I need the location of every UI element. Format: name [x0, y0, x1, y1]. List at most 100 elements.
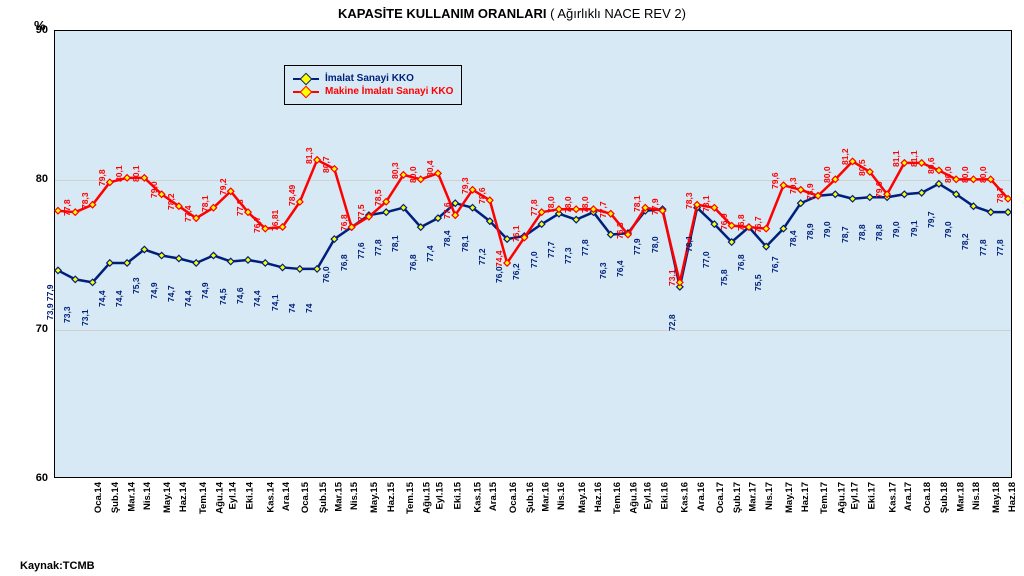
- series-marker: [418, 176, 424, 182]
- data-label: 78,1: [701, 195, 711, 212]
- series-marker: [988, 209, 994, 215]
- xtick-label: May.17: [784, 482, 795, 513]
- xtick-label: Ara.15: [488, 482, 499, 511]
- data-label: 78,2: [960, 234, 970, 251]
- data-label: 75,8: [719, 270, 729, 287]
- xtick-label: Şub.18: [940, 482, 951, 513]
- data-label: 79,0: [943, 222, 953, 239]
- xtick-label: Kas.16: [680, 482, 691, 513]
- xtick-label: Nis.16: [556, 482, 567, 510]
- xtick-label: Haz.14: [178, 482, 189, 512]
- series-marker: [832, 191, 838, 197]
- data-label: 78,0: [546, 197, 556, 214]
- legend-row: İmalat Sanayi KKO: [293, 72, 453, 85]
- data-label: 74,1: [270, 295, 280, 312]
- data-label: 77,8: [529, 200, 539, 217]
- data-label: 77,8: [580, 240, 590, 257]
- xtick-label: May.14: [162, 482, 173, 513]
- xtick-label: Şub.16: [525, 482, 536, 513]
- data-label: 80,7: [321, 156, 331, 173]
- xtick-label: Eyl.16: [642, 482, 653, 509]
- xtick-label: Oca.18: [922, 482, 933, 513]
- xtick-label: Eki.15: [452, 482, 463, 509]
- data-label: 76,8: [736, 215, 746, 232]
- data-label: 77,0: [529, 252, 539, 269]
- legend-row: Makine İmalatı Sanayi KKO: [293, 85, 453, 98]
- xtick-label: Eki.16: [659, 482, 670, 509]
- data-label: 79,6: [770, 173, 780, 190]
- xtick-label: Ağu.16: [629, 482, 640, 514]
- data-label: 76,7: [770, 256, 780, 273]
- data-label: 76,7: [753, 216, 763, 233]
- legend-label: İmalat Sanayi KKO: [325, 72, 414, 85]
- data-label: 78,9: [805, 223, 815, 240]
- xtick-label: Haz.16: [593, 482, 604, 512]
- data-label: 77,4: [183, 206, 193, 223]
- data-label: 77,3: [563, 247, 573, 264]
- series-marker: [573, 206, 579, 212]
- data-label: 74,7: [166, 286, 176, 303]
- data-label: 80,0: [960, 167, 970, 184]
- legend-marker: [293, 87, 319, 97]
- xtick-label: Eyl.14: [228, 482, 239, 509]
- data-label: 74,4: [252, 290, 262, 307]
- series-marker: [867, 194, 873, 200]
- xtick-label: Ağu.17: [836, 482, 847, 514]
- data-label: 78,6: [477, 188, 487, 205]
- data-label: 78,0: [580, 197, 590, 214]
- xtick-label: Kas.17: [887, 482, 898, 513]
- data-label: 78,8: [857, 225, 867, 242]
- xtick-label: Tem.17: [820, 482, 831, 514]
- xtick-label: Tem.14: [198, 482, 209, 514]
- xtick-label: Ara.17: [903, 482, 914, 511]
- xtick-label: Mar.18: [955, 482, 966, 512]
- series-marker: [158, 252, 164, 258]
- data-label: 78,3: [684, 192, 694, 209]
- data-label: 78,1: [460, 235, 470, 252]
- data-label: 79,3: [460, 177, 470, 194]
- xtick-label: Tem.16: [612, 482, 623, 514]
- data-label: 76,8: [339, 255, 349, 272]
- xtick-label: Mar.17: [748, 482, 759, 512]
- series-marker: [1005, 209, 1011, 215]
- data-label: 76,81: [270, 210, 280, 231]
- data-label: 77,5: [356, 204, 366, 221]
- data-label: 77,0: [701, 252, 711, 269]
- data-label: 73,9 77,9: [45, 285, 55, 320]
- series-marker: [228, 258, 234, 264]
- data-label: 80,0: [978, 167, 988, 184]
- data-label: 76,7: [252, 216, 262, 233]
- data-label: 79,0: [891, 222, 901, 239]
- data-label: 78,1: [684, 235, 694, 252]
- xtick-label: Haz.17: [800, 482, 811, 512]
- xtick-label: May.15: [369, 482, 380, 513]
- data-label: 80,5: [857, 159, 867, 176]
- xtick-label: Eki.14: [245, 482, 256, 509]
- xtick-label: Mar.15: [333, 482, 344, 512]
- xtick-label: Ara.14: [281, 482, 292, 511]
- data-label: 80,6: [926, 158, 936, 175]
- series-marker: [176, 255, 182, 261]
- xtick-label: Şub.17: [732, 482, 743, 513]
- data-label: 73,1: [667, 270, 677, 287]
- data-label: 80,3: [390, 162, 400, 179]
- data-label: 78,0: [563, 197, 573, 214]
- xtick-label: Nis.15: [349, 482, 360, 510]
- data-label: 73,3: [62, 307, 72, 324]
- xtick-label: Şub.15: [318, 482, 329, 513]
- data-label: 77,8: [978, 240, 988, 257]
- data-label: 78,5: [373, 189, 383, 206]
- xtick-label: Oca.15: [300, 482, 311, 513]
- series-marker: [279, 264, 285, 270]
- data-label: 76,3: [598, 262, 608, 279]
- data-label: 78,1: [632, 195, 642, 212]
- series-marker: [849, 196, 855, 202]
- data-label: 80,0: [408, 167, 418, 184]
- xtick-label: Kas.14: [265, 482, 276, 513]
- data-label: 77,6: [356, 243, 366, 260]
- ytick-label: 70: [24, 323, 48, 335]
- xtick-label: Mar.14: [126, 482, 137, 512]
- data-label: 74,6: [235, 287, 245, 304]
- data-label: 77,8: [373, 240, 383, 257]
- data-label: 78,1: [200, 195, 210, 212]
